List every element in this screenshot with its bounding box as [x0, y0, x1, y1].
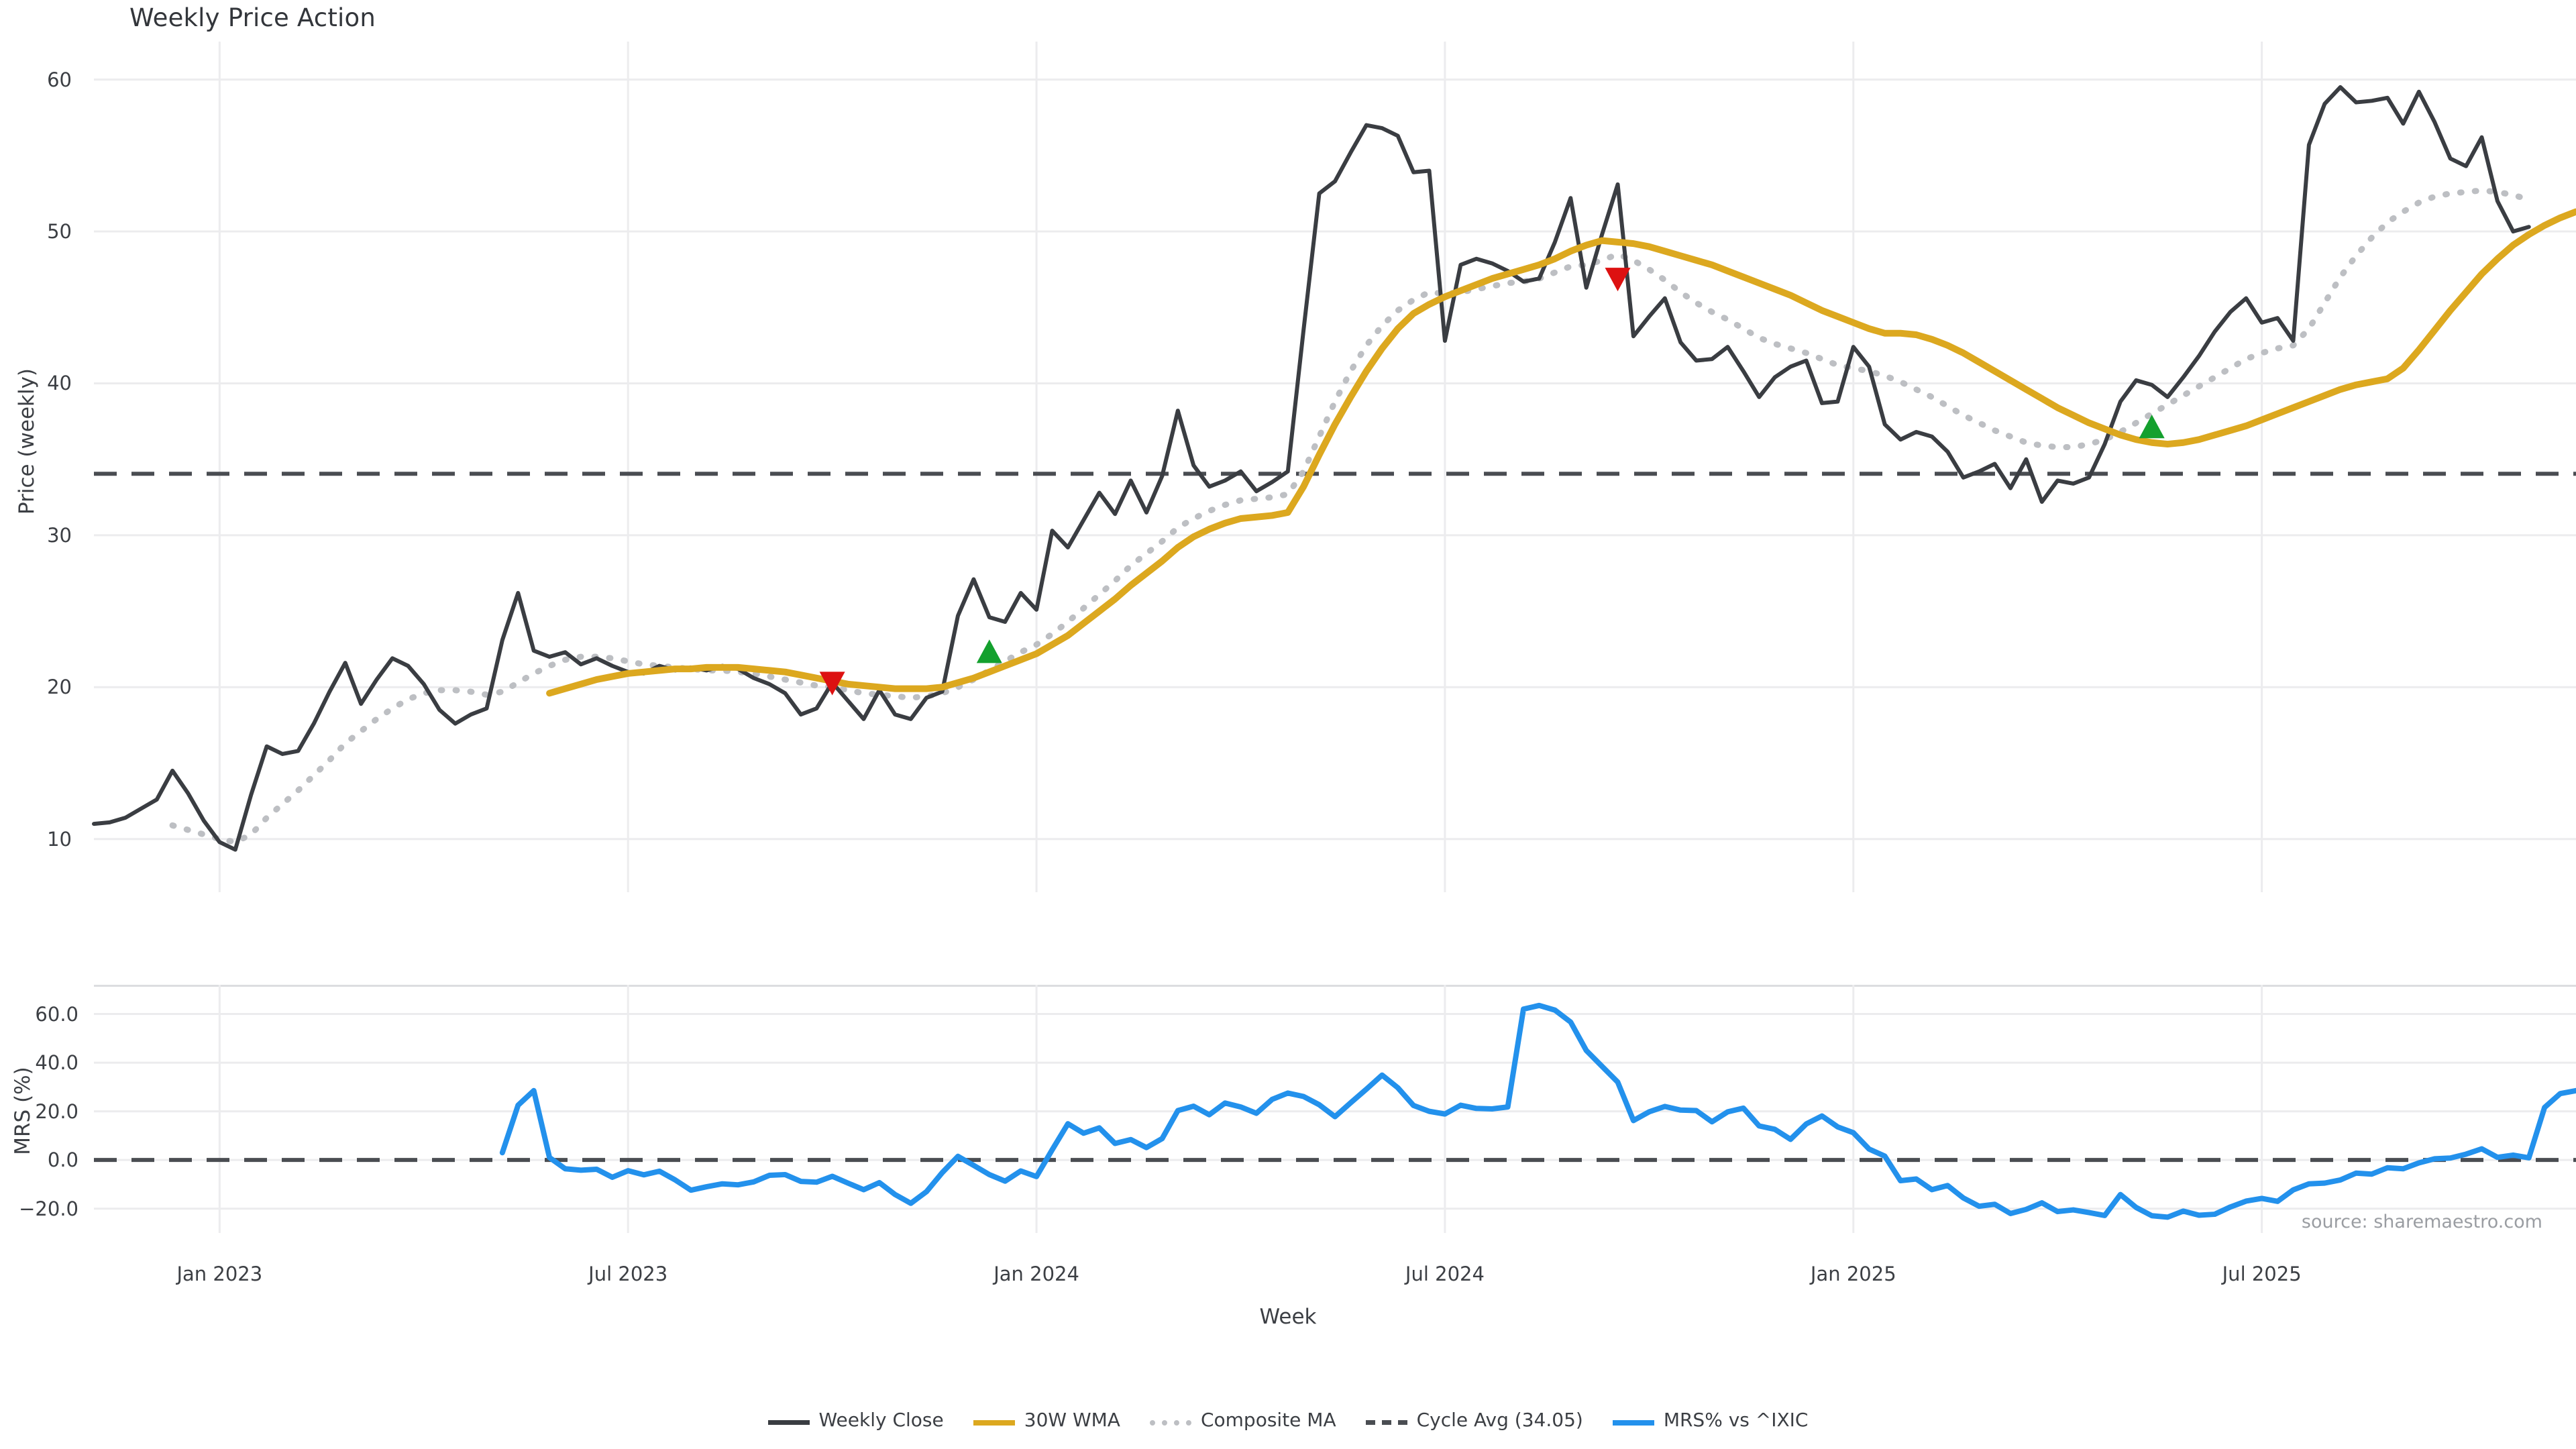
chart-legend: Weekly Close 30W WMA Composite MA Cycle Avg…	[0, 1409, 2576, 1431]
price-plot-area	[92, 42, 2576, 892]
legend-item[interactable]: 30W WMA	[973, 1409, 1120, 1431]
y-axis-tick-label: 40	[47, 372, 72, 395]
x-axis-tick-label: Jan 2025	[1810, 1263, 1896, 1285]
y-axis-tick-label: 60	[47, 68, 72, 91]
y-axis-tick-label: −20.0	[19, 1197, 78, 1220]
legend-item-label: Composite MA	[1200, 1409, 1336, 1431]
x-axis-tick-label: Jul 2023	[588, 1263, 668, 1285]
legend-item[interactable]: MRS% vs ^IXIC	[1612, 1409, 1809, 1431]
sell-signal-marker	[819, 672, 845, 696]
y-axis-tick-label: 10	[47, 827, 72, 851]
y-axis-tick-label: 60.0	[35, 1002, 78, 1026]
mrs-y-axis-label: MRS (%)	[11, 1067, 35, 1155]
x-axis-tick-label: Jul 2025	[2222, 1263, 2302, 1285]
legend-item-label: 30W WMA	[1024, 1409, 1120, 1431]
y-axis-tick-label: 0.0	[47, 1148, 78, 1172]
legend-item-label: Weekly Close	[818, 1409, 944, 1431]
price-y-axis-ticks: 10 20 30 40 50 60	[0, 42, 84, 892]
y-axis-tick-label: 40.0	[35, 1051, 78, 1075]
y-axis-tick-label: 50	[47, 220, 72, 244]
mrs-panel-surface	[94, 985, 2576, 1233]
legend-item-label: MRS% vs ^IXIC	[1663, 1409, 1809, 1431]
y-axis-tick-label: 20	[47, 676, 72, 699]
legend-item[interactable]: Composite MA	[1149, 1409, 1336, 1431]
price-y-axis-label: Price (weekly)	[15, 368, 39, 515]
x-axis-tick-label: Jul 2024	[1405, 1263, 1485, 1285]
sell-signal-marker	[1605, 268, 1631, 292]
x-axis-tick-label: Jan 2024	[994, 1263, 1079, 1285]
y-axis-tick-label: 30	[47, 523, 72, 547]
mrs-plot-area	[94, 985, 2576, 1233]
price-panel	[92, 42, 2576, 892]
buy-signal-marker	[976, 639, 1002, 663]
page-title: Weekly Price Action	[129, 3, 376, 32]
y-axis-tick-label: 20.0	[35, 1099, 78, 1123]
source-attribution: source: sharemaestro.com	[2301, 1212, 2542, 1232]
legend-item-label: Cycle Avg (34.05)	[1416, 1409, 1583, 1431]
mrs-panel	[94, 985, 2576, 1233]
x-axis-label: Week	[1259, 1305, 1317, 1329]
legend-item[interactable]: Cycle Avg (34.05)	[1365, 1409, 1583, 1431]
legend-item[interactable]: Weekly Close	[767, 1409, 944, 1431]
buy-signal-marker	[2139, 415, 2165, 439]
x-axis-tick-label: Jan 2023	[176, 1263, 263, 1285]
mrs-y-axis-ticks: 60.0 40.0 20.0 0.0 −20.0	[0, 985, 84, 1233]
x-axis-ticks: Jan 2023 Jul 2023 Jan 2024 Jul 2024 Jan 2025…	[94, 1263, 2576, 1289]
